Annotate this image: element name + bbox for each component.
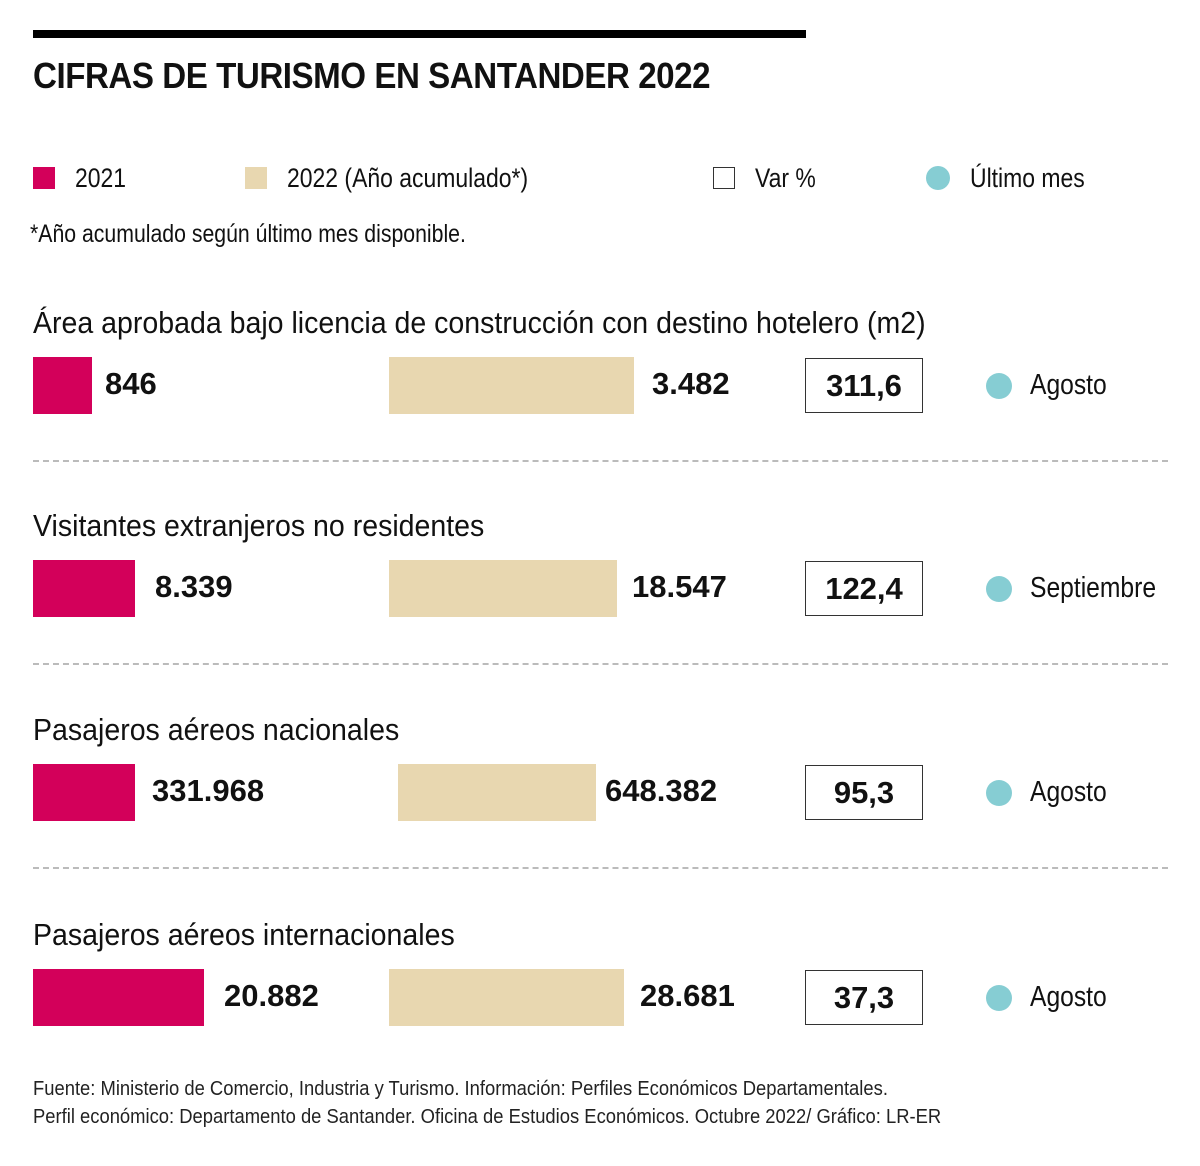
last-month: Agosto: [986, 969, 1120, 1026]
circle-dot-icon: [926, 166, 950, 190]
circle-dot-icon: [986, 984, 1012, 1011]
last-month: Agosto: [986, 764, 1120, 821]
indicator-title: Pasajeros aéreos internacionales: [33, 917, 455, 952]
legend-item-last-month: Último mes: [926, 160, 1105, 196]
legend-item-var: Var %: [713, 160, 827, 196]
value-2021: 20.882: [224, 978, 319, 1013]
circle-dot-icon: [986, 372, 1012, 399]
indicator-title: Pasajeros aéreos nacionales: [33, 712, 400, 747]
section-divider: [33, 460, 1168, 462]
swatch-2021-icon: [33, 167, 55, 189]
last-month-label: Septiembre: [1030, 572, 1157, 604]
footnote: *Año acumulado según último mes disponib…: [30, 220, 466, 248]
legend-label: 2021: [75, 162, 127, 193]
bar-2022: [398, 764, 596, 821]
outline-square-icon: [713, 167, 735, 189]
last-month: Septiembre: [986, 560, 1178, 617]
legend-item-2021: 2021: [33, 160, 135, 196]
chart-title: CIFRAS DE TURISMO EN SANTANDER 2022: [33, 55, 711, 96]
swatch-2022-icon: [245, 167, 267, 189]
legend-label: Var %: [755, 162, 816, 193]
bar-2022: [389, 969, 624, 1026]
source-line: Fuente: Ministerio de Comercio, Industri…: [33, 1078, 888, 1100]
value-2022: 3.482: [652, 366, 730, 401]
source-note: Fuente: Ministerio de Comercio, Industri…: [33, 1075, 941, 1131]
last-month: Agosto: [986, 357, 1120, 414]
legend-item-2022: 2022 (Año acumulado*): [245, 160, 571, 196]
bar-2021: [33, 969, 204, 1026]
var-percent-box: 311,6: [805, 358, 923, 413]
section-divider: [33, 663, 1168, 665]
var-percent-box: 122,4: [805, 561, 923, 616]
value-2021: 846: [105, 366, 157, 401]
var-percent-box: 37,3: [805, 970, 923, 1025]
circle-dot-icon: [986, 779, 1012, 806]
value-2021: 331.968: [152, 773, 265, 808]
indicator-title: Visitantes extranjeros no residentes: [33, 508, 485, 543]
legend-label: 2022 (Año acumulado*): [287, 162, 529, 193]
value-2022: 28.681: [640, 978, 735, 1013]
var-percent-box: 95,3: [805, 765, 923, 820]
bar-2021: [33, 560, 135, 617]
source-line: Perfil económico: Departamento de Santan…: [33, 1106, 942, 1128]
value-2022: 18.547: [632, 569, 727, 604]
last-month-label: Agosto: [1030, 369, 1107, 401]
bar-2022: [389, 560, 617, 617]
last-month-label: Agosto: [1030, 776, 1107, 808]
bar-2022: [389, 357, 634, 414]
legend: 2021 2022 (Año acumulado*) Var % Último …: [0, 160, 1200, 200]
value-2022: 648.382: [605, 773, 718, 808]
value-2021: 8.339: [155, 569, 233, 604]
last-month-label: Agosto: [1030, 981, 1107, 1013]
indicator-title: Área aprobada bajo licencia de construcc…: [33, 305, 926, 340]
legend-label: Último mes: [970, 162, 1085, 193]
bar-2021: [33, 357, 92, 414]
section-divider: [33, 867, 1168, 869]
title-rule: [33, 30, 806, 38]
bar-2021: [33, 764, 135, 821]
circle-dot-icon: [986, 575, 1012, 602]
